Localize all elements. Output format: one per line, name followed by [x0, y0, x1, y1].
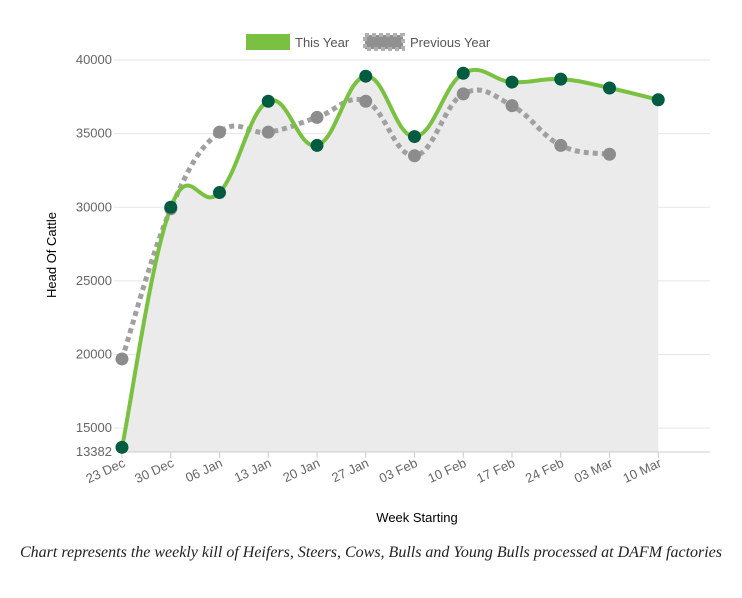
- x-tick-label: 03 Feb: [377, 455, 420, 486]
- this-year-point[interactable]: [651, 93, 665, 107]
- legend-item-previous-year[interactable]: Previous Year: [363, 33, 491, 51]
- previous-year-point[interactable]: [359, 94, 373, 108]
- legend-label-this-year: This Year: [295, 35, 350, 50]
- y-tick-label: 25000: [76, 273, 112, 288]
- this-year-point[interactable]: [115, 440, 129, 454]
- legend-label-previous-year: Previous Year: [410, 35, 491, 50]
- x-tick-labels: 23 Dec 30 Dec 06 Jan 13 Jan 20 Jan 27 Jan 03 F…: [84, 455, 665, 486]
- x-tick-label: 30 Dec: [132, 455, 176, 486]
- previous-year-point[interactable]: [554, 138, 568, 152]
- previous-year-point[interactable]: [408, 149, 421, 163]
- x-tick-label: 23 Dec: [84, 455, 128, 486]
- legend-item-this-year[interactable]: This Year: [246, 34, 350, 50]
- x-tick-label: 24 Feb: [523, 455, 566, 486]
- previous-year-point[interactable]: [213, 125, 226, 139]
- y-tick-label: 20000: [76, 347, 112, 362]
- this-year-point[interactable]: [213, 186, 226, 200]
- line-chart: 13382 15000 20000 25000 30000 35000 40000 23 D…: [44, 33, 710, 525]
- y-axis-title: Head Of Cattle: [44, 212, 59, 298]
- this-year-point[interactable]: [554, 72, 568, 86]
- previous-year-point[interactable]: [456, 87, 470, 101]
- chart-caption: Chart represents the weekly kill of Heif…: [20, 544, 723, 561]
- x-tick-label: 10 Mar: [621, 455, 665, 486]
- axes: [121, 451, 710, 458]
- y-tick-labels: 13382 15000 20000 25000 30000 35000 40000: [76, 52, 112, 459]
- this-year-point[interactable]: [456, 66, 470, 80]
- previous-year-point[interactable]: [115, 352, 129, 366]
- this-year-points: [115, 66, 665, 454]
- x-axis-title: Week Starting: [376, 510, 457, 525]
- previous-year-point[interactable]: [505, 99, 519, 113]
- x-tick-label: 20 Jan: [281, 455, 323, 485]
- legend-swatch-previous-year: [363, 33, 405, 51]
- x-tick-label: 13 Jan: [232, 455, 274, 485]
- this-year-point[interactable]: [164, 200, 178, 214]
- y-tick-label: 30000: [76, 199, 112, 214]
- y-tick-label: 13382: [76, 444, 112, 459]
- this-year-point[interactable]: [505, 75, 519, 89]
- this-year-point[interactable]: [310, 138, 324, 152]
- x-tick-label: 03 Mar: [572, 455, 616, 486]
- y-tick-label: 35000: [76, 126, 112, 141]
- legend[interactable]: This Year Previous Year: [246, 33, 491, 51]
- previous-year-point[interactable]: [261, 125, 275, 139]
- x-tick-label: 10 Feb: [425, 455, 468, 486]
- previous-year-line: [119, 87, 610, 360]
- x-tick-label: 17 Feb: [474, 455, 517, 486]
- y-tick-label: 40000: [76, 52, 112, 67]
- legend-swatch-this-year: [246, 34, 290, 50]
- this-year-point[interactable]: [359, 69, 373, 83]
- x-tick-label: 27 Jan: [329, 455, 371, 485]
- y-tick-label: 15000: [76, 420, 112, 435]
- this-year-point[interactable]: [408, 130, 421, 144]
- this-year-area: [122, 69, 659, 452]
- this-year-point[interactable]: [261, 94, 275, 108]
- previous-year-point[interactable]: [310, 110, 324, 124]
- previous-year-point[interactable]: [603, 147, 616, 161]
- this-year-point[interactable]: [603, 81, 616, 95]
- x-tick-label: 06 Jan: [183, 455, 225, 485]
- this-year-line: [120, 67, 659, 448]
